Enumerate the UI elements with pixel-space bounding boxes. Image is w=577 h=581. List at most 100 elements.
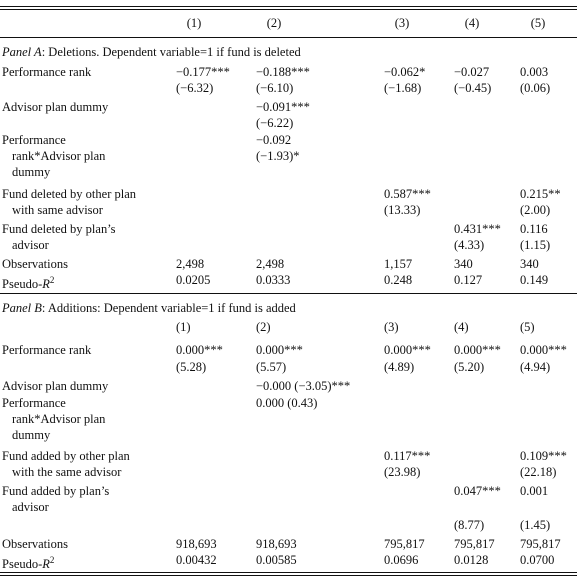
cell-tstat: (5.28): [176, 360, 207, 374]
cell-tstat: (4.94): [520, 360, 551, 374]
cell-tstat: (−1.68): [384, 81, 422, 95]
cell: 2,498: [176, 257, 205, 271]
cell: 795,817: [454, 537, 495, 551]
panel-b-title: Panel B: Additions: Dependent variable=1…: [2, 301, 296, 315]
cell-tstat: (−6.10): [256, 81, 294, 95]
row-label: dummy: [12, 428, 51, 442]
row-label: Fund deleted by plan’s: [2, 222, 116, 236]
cell: 340: [454, 257, 473, 271]
bottom-rule: [0, 572, 577, 573]
col-header-4: (4): [454, 320, 469, 334]
cell: −0.027: [454, 65, 490, 79]
row-label: rank*Advisor plan: [12, 412, 106, 426]
cell: 0.001: [520, 484, 549, 498]
col-header-2: (2): [266, 16, 282, 30]
col-header-1: (1): [176, 320, 191, 334]
cell: 0.000***: [520, 343, 567, 357]
col-header-5: (5): [520, 320, 535, 334]
cell: 0.127: [454, 273, 483, 287]
row-label: advisor: [12, 500, 49, 514]
cell-tstat: (4.33): [454, 238, 485, 252]
cell-tstat: (5.57): [256, 360, 287, 374]
col-header-3: (3): [394, 16, 410, 30]
cell: 1,157: [384, 257, 413, 271]
cell-tstat: (13.33): [384, 203, 421, 217]
col-header-2: (2): [256, 320, 271, 334]
cell-tstat: (22.18): [520, 465, 557, 479]
col-header-4: (4): [464, 16, 480, 30]
row-label: rank*Advisor plan: [12, 149, 106, 163]
panel-rule: [0, 293, 577, 294]
cell: 0.000***: [384, 343, 431, 357]
row-label: with same advisor: [12, 203, 103, 217]
cell: 795,817: [520, 537, 561, 551]
cell: 0.116: [520, 222, 548, 236]
cell: −0.177***: [176, 65, 230, 79]
cell: −0.091***: [256, 100, 310, 114]
row-label: Fund added by plan’s: [2, 484, 110, 498]
cell: 0.248: [384, 273, 413, 287]
cell: 0.00585: [256, 553, 297, 567]
cell: 918,693: [256, 537, 297, 551]
cell: 0.0696: [384, 553, 419, 567]
cell: 0.215**: [520, 187, 561, 201]
cell: −0.000 (−3.05)***: [256, 379, 351, 393]
panel-a-title: Panel A: Deletions. Dependent variable=1…: [2, 45, 301, 59]
cell: 0.00432: [176, 553, 217, 567]
cell: −0.062*: [384, 65, 426, 79]
row-label: Performance: [2, 396, 66, 410]
cell: 0.0700: [520, 553, 555, 567]
row-label: Observations: [2, 257, 68, 271]
cell-tstat: (4.89): [384, 360, 415, 374]
row-label: Advisor plan dummy: [2, 100, 109, 114]
cell: 2,498: [256, 257, 285, 271]
cell-tstat: (8.77): [454, 518, 485, 532]
cell-tstat: (−1.93)*: [256, 149, 300, 163]
cell-tstat: (0.06): [520, 81, 551, 95]
row-label: with the same advisor: [12, 465, 122, 479]
row-label: Fund added by other plan: [2, 449, 130, 463]
row-label: advisor: [12, 238, 49, 252]
row-label: Observations: [2, 537, 68, 551]
row-label: Performance rank: [2, 65, 92, 79]
row-label: Fund deleted by other plan: [2, 187, 136, 201]
cell-tstat: (−6.22): [256, 116, 294, 130]
cell-tstat: (23.98): [384, 465, 421, 479]
cell: 0.0128: [454, 553, 489, 567]
col-header-5: (5): [530, 16, 546, 30]
cell: 0.587***: [384, 187, 431, 201]
cell-tstat: (−6.32): [176, 81, 214, 95]
row-label: Pseudo-R2: [2, 555, 55, 572]
cell: 0.117***: [384, 449, 431, 463]
cell: 0.000 (0.43): [256, 396, 318, 410]
cell: 0.0205: [176, 273, 211, 287]
cell: 0.149: [520, 273, 549, 287]
row-label: dummy: [12, 165, 51, 179]
row-label: Performance rank: [2, 343, 92, 357]
cell: 795,817: [384, 537, 425, 551]
cell: 0.000***: [256, 343, 303, 357]
row-label: Performance: [2, 133, 66, 147]
cell: 0.431***: [454, 222, 501, 236]
cell: 0.003: [520, 65, 549, 79]
cell: 0.047***: [454, 484, 501, 498]
cell-tstat: (1.45): [520, 518, 551, 532]
cell: −0.188***: [256, 65, 310, 79]
cell: 918,693: [176, 537, 217, 551]
top-rule: [0, 6, 577, 7]
col-header-1: (1): [186, 16, 202, 30]
header-rule: [0, 37, 577, 38]
cell-tstat: (−0.45): [454, 81, 492, 95]
row-label: Pseudo-R2: [2, 275, 55, 292]
bottom-rule-2: [0, 575, 577, 576]
cell: 0.0333: [256, 273, 291, 287]
col-header-3: (3): [384, 320, 399, 334]
cell: 340: [520, 257, 539, 271]
cell: −0.092: [256, 133, 292, 147]
cell: 0.000***: [454, 343, 501, 357]
cell-tstat: (5.20): [454, 360, 485, 374]
row-label: Advisor plan dummy: [2, 379, 109, 393]
cell: 0.000***: [176, 343, 223, 357]
cell-tstat: (1.15): [520, 238, 551, 252]
top-rule-2: [0, 9, 577, 10]
